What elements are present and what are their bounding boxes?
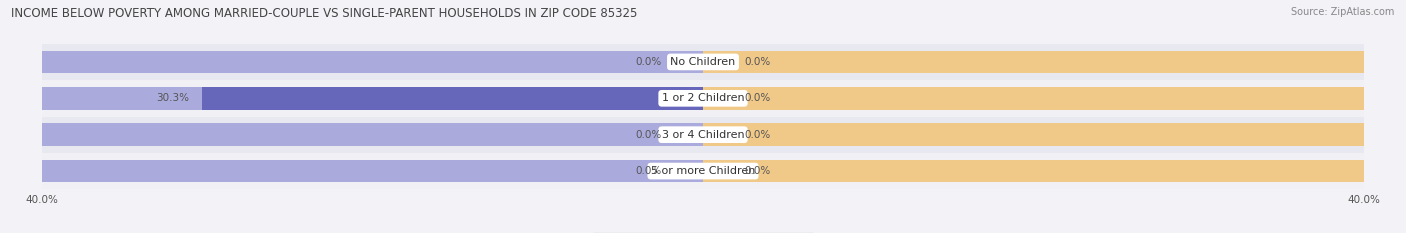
Text: No Children: No Children [671,57,735,67]
Bar [703,160,1364,182]
Text: 0.0%: 0.0% [636,130,662,140]
FancyBboxPatch shape [42,116,1364,153]
Bar [703,87,1364,110]
FancyBboxPatch shape [42,153,1364,189]
Text: 30.3%: 30.3% [156,93,190,103]
Bar [703,123,1364,146]
Text: INCOME BELOW POVERTY AMONG MARRIED-COUPLE VS SINGLE-PARENT HOUSEHOLDS IN ZIP COD: INCOME BELOW POVERTY AMONG MARRIED-COUPL… [11,7,638,20]
FancyBboxPatch shape [42,80,1364,116]
Bar [703,51,1364,73]
Text: 0.0%: 0.0% [744,166,770,176]
Text: 3 or 4 Children: 3 or 4 Children [662,130,744,140]
Text: 0.0%: 0.0% [744,57,770,67]
Text: 5 or more Children: 5 or more Children [651,166,755,176]
Bar [42,51,703,73]
Text: Source: ZipAtlas.com: Source: ZipAtlas.com [1291,7,1395,17]
Bar [42,160,703,182]
Bar [202,87,703,110]
Text: 0.0%: 0.0% [636,166,662,176]
Text: 0.0%: 0.0% [636,57,662,67]
Bar [42,87,703,110]
Text: 1 or 2 Children: 1 or 2 Children [662,93,744,103]
FancyBboxPatch shape [42,44,1364,80]
Text: 0.0%: 0.0% [744,93,770,103]
Bar [42,123,703,146]
Text: 0.0%: 0.0% [744,130,770,140]
